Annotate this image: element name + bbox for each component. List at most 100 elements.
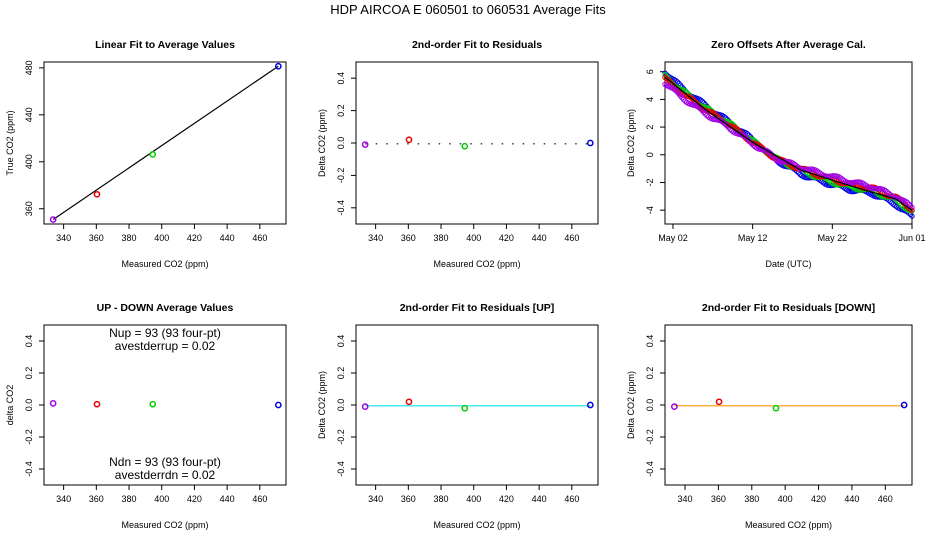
data-point [149, 151, 157, 158]
y-tick-label: 0.2 [24, 367, 34, 380]
figure-title: HDP AIRCOA E 060501 to 060531 Average Fi… [330, 2, 606, 17]
x-tick-label: 380 [122, 494, 137, 504]
y-tick-label: -0.4 [336, 461, 346, 477]
x-tick-label: 460 [252, 233, 267, 243]
y-tick-label: 0.2 [645, 367, 655, 380]
data-point [909, 213, 915, 219]
x-tick-label: 340 [678, 494, 693, 504]
panel-offsets: Zero Offsets After Average Cal. Date (UTC… [626, 39, 926, 269]
data-point [49, 400, 57, 407]
x-tick-label: May 12 [738, 233, 768, 243]
annotation-text: avestderrdn = 0.02 [115, 468, 216, 482]
y-axis-label: Delta CO2 (ppm) [317, 109, 327, 177]
x-tick-label: 360 [401, 233, 416, 243]
x-tick-label: 460 [564, 233, 579, 243]
y-tick-label: 0 [645, 152, 655, 157]
x-tick-label: 360 [711, 494, 726, 504]
y-tick-label: 0.4 [24, 335, 34, 348]
y-tick-label: 0.4 [336, 72, 346, 85]
data-point [909, 207, 915, 213]
panel-title: 2nd-order Fit to Residuals [DOWN] [702, 302, 875, 314]
data-point [904, 199, 911, 206]
y-tick-label: -0.4 [645, 461, 655, 477]
data-point [680, 96, 687, 103]
y-tick-label: 6 [645, 69, 655, 74]
data-point [698, 106, 704, 112]
y-tick-label: -0.4 [24, 461, 34, 477]
plot-frame [664, 324, 913, 486]
data-point [49, 216, 57, 223]
x-tick-label: 440 [532, 494, 547, 504]
x-tick-label: 400 [154, 494, 169, 504]
data-point [93, 400, 101, 408]
y-axis-label: delta CO2 [5, 385, 15, 426]
panel-title: UP - DOWN Average Values [97, 302, 234, 314]
x-tick-label: 420 [499, 494, 514, 504]
y-tick-label: 400 [24, 154, 34, 169]
y-tick-label: 2 [645, 125, 655, 130]
x-tick-label: May 22 [818, 233, 848, 243]
x-tick-label: 340 [368, 494, 383, 504]
y-axis-label: True CO2 (ppm) [5, 110, 15, 175]
x-tick-label: 340 [368, 233, 383, 243]
x-tick-label: 340 [56, 494, 71, 504]
x-tick-label: 340 [56, 233, 71, 243]
plot-frame [664, 61, 913, 225]
x-tick-label: 420 [187, 233, 202, 243]
x-tick-label: 420 [811, 494, 826, 504]
panel-title: Zero Offsets After Average Cal. [711, 39, 866, 51]
y-tick-label: -0.2 [24, 429, 34, 445]
y-tick-label: 440 [24, 107, 34, 122]
panel-residuals_down: 2nd-order Fit to Residuals [DOWN] Measure… [626, 302, 913, 530]
annotation-text: Ndn = 93 (93 four-pt) [109, 455, 221, 469]
data-point [405, 136, 413, 144]
y-tick-label: -0.2 [336, 168, 346, 184]
data-point [461, 404, 469, 412]
panel-residuals: 2nd-order Fit to Residuals Measured CO2 (… [317, 39, 599, 269]
data-point [586, 139, 594, 147]
y-axis-label: Delta CO2 (ppm) [626, 109, 636, 177]
x-axis-label: Date (UTC) [765, 259, 811, 269]
y-tick-label: 0.0 [645, 399, 655, 412]
y-tick-label: -0.2 [336, 429, 346, 445]
x-tick-label: 400 [466, 233, 481, 243]
annotation-text: avestderrup = 0.02 [115, 339, 216, 353]
x-tick-label: 400 [154, 233, 169, 243]
x-axis-label: Measured CO2 (ppm) [433, 259, 520, 269]
y-tick-label: -0.2 [645, 429, 655, 445]
x-tick-label: 420 [187, 494, 202, 504]
y-axis-label: Delta CO2 (ppm) [317, 371, 327, 439]
x-axis-label: Measured CO2 (ppm) [745, 520, 832, 530]
y-tick-label: 4 [645, 97, 655, 102]
panel-title: Linear Fit to Average Values [95, 39, 235, 51]
x-tick-label: 440 [844, 494, 859, 504]
data-point [461, 142, 469, 150]
data-point [670, 403, 678, 410]
data-point [361, 141, 369, 148]
y-tick-label: 360 [24, 201, 34, 216]
x-tick-label: 460 [564, 494, 579, 504]
data-point [274, 401, 282, 409]
x-tick-label: Jun 01 [898, 233, 925, 243]
fit-line [52, 65, 279, 220]
fit-line [664, 76, 913, 211]
x-tick-label: 440 [220, 494, 235, 504]
data-point [586, 401, 594, 409]
x-tick-label: 360 [401, 494, 416, 504]
data-point [900, 401, 908, 409]
x-tick-label: 460 [252, 494, 267, 504]
panel-updown: UP - DOWN Average Values Measured CO2 (pp… [5, 302, 287, 530]
x-tick-label: 420 [499, 233, 514, 243]
data-point [665, 76, 671, 83]
y-tick-label: 0.2 [336, 104, 346, 117]
y-tick-label: 0.4 [336, 335, 346, 348]
data-point [405, 398, 413, 406]
plot-frame [43, 61, 287, 225]
data-point [674, 79, 681, 85]
data-point [743, 134, 749, 141]
y-tick-label: 480 [24, 60, 34, 75]
panel-residuals_up: 2nd-order Fit to Residuals [UP] Measured … [317, 302, 599, 530]
x-tick-label: 380 [122, 233, 137, 243]
data-point [702, 111, 709, 117]
